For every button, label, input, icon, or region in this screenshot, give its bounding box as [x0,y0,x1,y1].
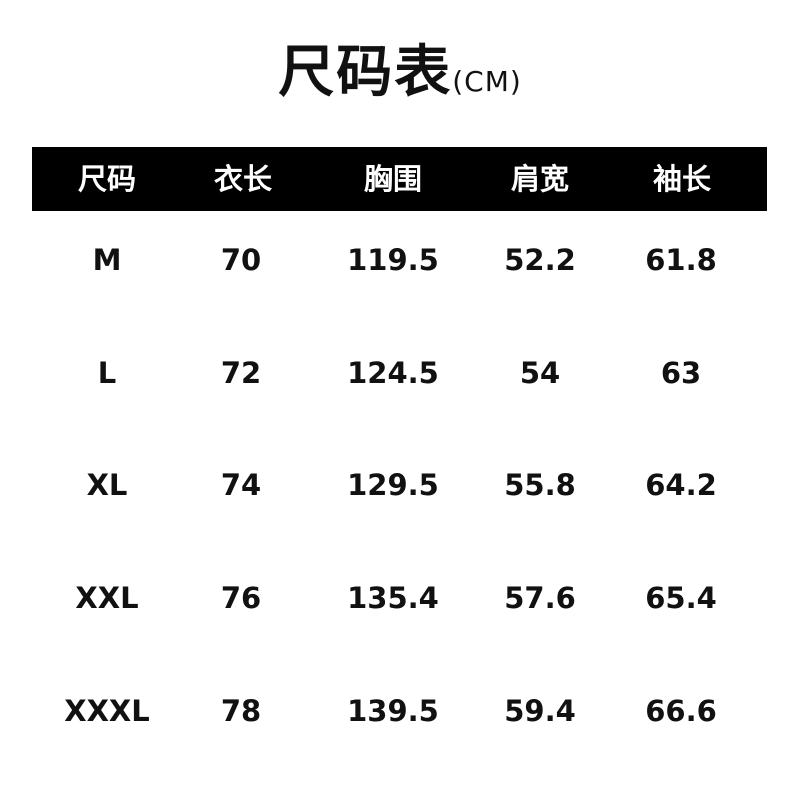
header-sleeve: 袖长 [652,162,711,196]
cell-size: M [92,243,122,277]
cell-chest: 119.5 [347,243,439,277]
cell-length: 74 [220,468,262,502]
header-size: 尺码 [77,162,136,196]
cell-chest: 135.4 [347,581,439,615]
cell-length: 78 [220,694,262,728]
cell-sleeve: 66.6 [645,694,717,728]
page-title: 尺码表(CM) [0,38,800,117]
cell-shoulder: 52.2 [504,243,576,277]
table-row: L 72 124.5 54 63 [0,348,800,398]
cell-chest: 124.5 [347,356,439,390]
cell-sleeve: 63 [660,356,702,390]
cell-sleeve: 61.8 [645,243,717,277]
cell-length: 76 [220,581,262,615]
cell-shoulder: 57.6 [504,581,576,615]
cell-length: 72 [220,356,262,390]
cell-sleeve: 64.2 [645,468,717,502]
header-bar [32,147,767,211]
header-shoulder: 肩宽 [510,162,569,196]
table-row: XL 74 129.5 55.8 64.2 [0,460,800,510]
cell-chest: 139.5 [347,694,439,728]
cell-size: XXXL [64,694,150,728]
cell-shoulder: 55.8 [504,468,576,502]
table-row: XXL 76 135.4 57.6 65.4 [0,573,800,623]
table-row: M 70 119.5 52.2 61.8 [0,235,800,285]
title-unit: (CM) [452,65,522,98]
cell-sleeve: 65.4 [645,581,717,615]
cell-size: XL [86,468,128,502]
cell-size: L [97,356,117,390]
cell-length: 70 [220,243,262,277]
cell-size: XXL [75,581,139,615]
title-main: 尺码表 [278,40,453,105]
cell-shoulder: 59.4 [504,694,576,728]
header-length: 衣长 [213,162,272,196]
table-row: XXXL 78 139.5 59.4 66.6 [0,686,800,736]
header-chest: 胸围 [363,162,422,196]
cell-chest: 129.5 [347,468,439,502]
cell-shoulder: 54 [519,356,561,390]
table-header: 尺码 衣长 胸围 肩宽 袖长 [0,147,800,211]
